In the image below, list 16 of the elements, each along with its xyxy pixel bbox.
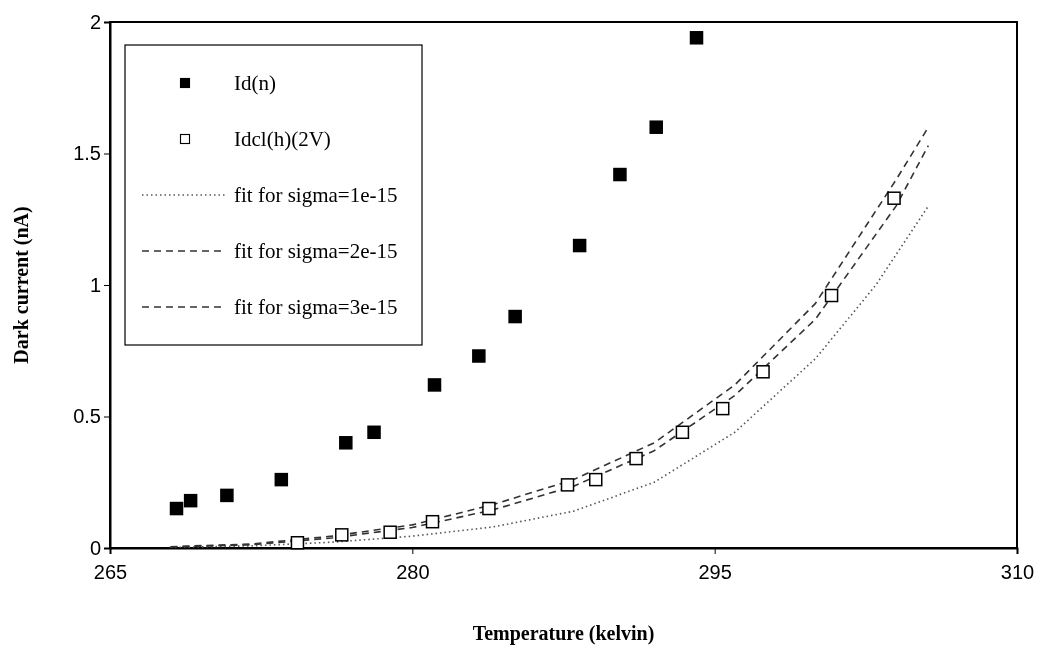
- x-tick-label: 280: [396, 561, 430, 583]
- legend-label: fit for sigma=1e-15: [234, 183, 398, 207]
- legend-label: Idcl(h)(2V): [234, 127, 331, 151]
- y-tick-label: 1.5: [73, 142, 101, 165]
- legend-label: fit for sigma=2e-15: [234, 239, 398, 263]
- legend-label: fit for sigma=3e-15: [234, 295, 398, 319]
- x-tick-label: 310: [1000, 561, 1035, 583]
- x-axis-title: Temperature (kelvin): [472, 622, 655, 645]
- y-axis-title: Dark current (nA): [10, 206, 33, 364]
- x-tick-label: 295: [698, 561, 732, 583]
- y-tick-label: 0: [89, 536, 101, 559]
- y-tick-label: 1: [89, 273, 101, 296]
- y-tick-label: 0.5: [73, 405, 101, 428]
- x-tick-label: 265: [93, 561, 128, 583]
- legend-label: Id(n): [234, 71, 276, 95]
- y-tick-label: 2: [89, 10, 101, 33]
